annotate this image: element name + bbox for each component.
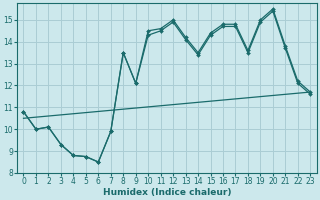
X-axis label: Humidex (Indice chaleur): Humidex (Indice chaleur): [103, 188, 231, 197]
